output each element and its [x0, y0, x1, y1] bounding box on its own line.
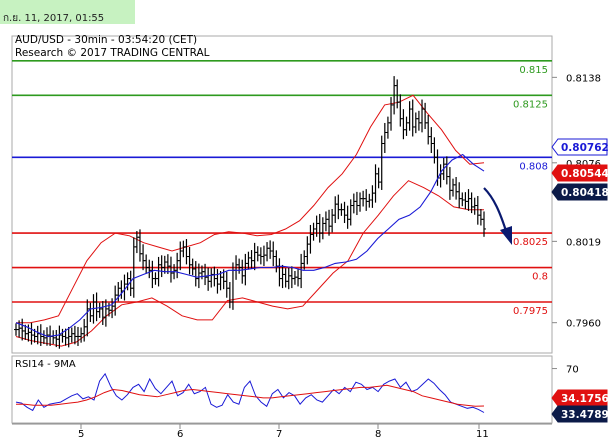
price-badge-shape: [551, 164, 608, 182]
rsi-line: [15, 372, 485, 413]
x-tick-label: 6: [177, 429, 183, 440]
x-tick-label: 8: [375, 429, 381, 440]
price-badge: 0.80762: [561, 142, 609, 154]
y-tick-label: 0.8076: [566, 159, 601, 170]
moving-average-line: [15, 153, 485, 338]
level-label: 0.8025: [513, 237, 548, 248]
y-tick-label: 0.8138: [566, 73, 601, 84]
rsi-y-tick-label: 70: [566, 365, 579, 376]
price-badge-shape: [551, 183, 608, 201]
level-label: 0.8125: [513, 99, 548, 110]
forecast-arrow-head: [500, 226, 512, 245]
rsi-badge-shape: [551, 405, 608, 423]
rsi-panel: RSI14 - 9MA 70 34.1756 33.4789: [11, 355, 609, 424]
price-badge: 0.80544: [561, 168, 609, 180]
rsi-plot-frame: [11, 355, 553, 424]
price-y-axis: 0.8138 0.8076 0.8019 0.7960: [552, 73, 601, 330]
rsi-badge-shape: [551, 389, 608, 407]
rsi-title: RSI14 - 9MA: [15, 359, 76, 370]
date-time-label: ก.ย. 11, 2017, 01:55: [3, 13, 105, 24]
price-panel: AUD/USD - 30min - 03:54:20 (CET) Researc…: [11, 34, 609, 354]
y-tick-label: 0.7960: [566, 319, 601, 330]
level-label: 0.7975: [513, 306, 548, 317]
rsi-ma-line: [16, 384, 485, 407]
chart-title: AUD/USD - 30min - 03:54:20 (CET): [15, 34, 197, 46]
price-badges: 0.80762 0.80544 0.80418: [551, 138, 609, 201]
x-tick-label: 5: [78, 429, 84, 440]
y-tick-label: 0.8019: [566, 237, 601, 248]
research-credit: Research © 2017 TRADING CENTRAL: [15, 47, 210, 59]
time-x-axis: 5 6 7 8 11: [12, 423, 552, 440]
level-label: 0.808: [519, 161, 548, 172]
moving-average: [15, 153, 485, 338]
bollinger-lower-line: [15, 180, 484, 347]
x-tick-label: 7: [276, 429, 282, 440]
rsi-badge: 34.1756: [561, 393, 609, 405]
rsi-badge: 33.4789: [561, 409, 609, 421]
forecast-arrow: [483, 187, 512, 245]
bollinger-bands: [15, 94, 485, 347]
date-time-bar: ก.ย. 11, 2017, 01:55: [0, 0, 135, 24]
rsi-lines: [15, 372, 485, 413]
level-label: 0.815: [519, 65, 548, 76]
rsi-y-axis: 70 34.1756 33.4789: [551, 365, 609, 423]
bollinger-upper-line: [16, 94, 485, 324]
candlesticks: [14, 76, 486, 349]
price-badge: 0.80418: [561, 187, 609, 199]
x-tick-label: 11: [476, 429, 489, 440]
price-badge-shape: [551, 138, 608, 156]
level-label: 0.8: [532, 272, 548, 283]
